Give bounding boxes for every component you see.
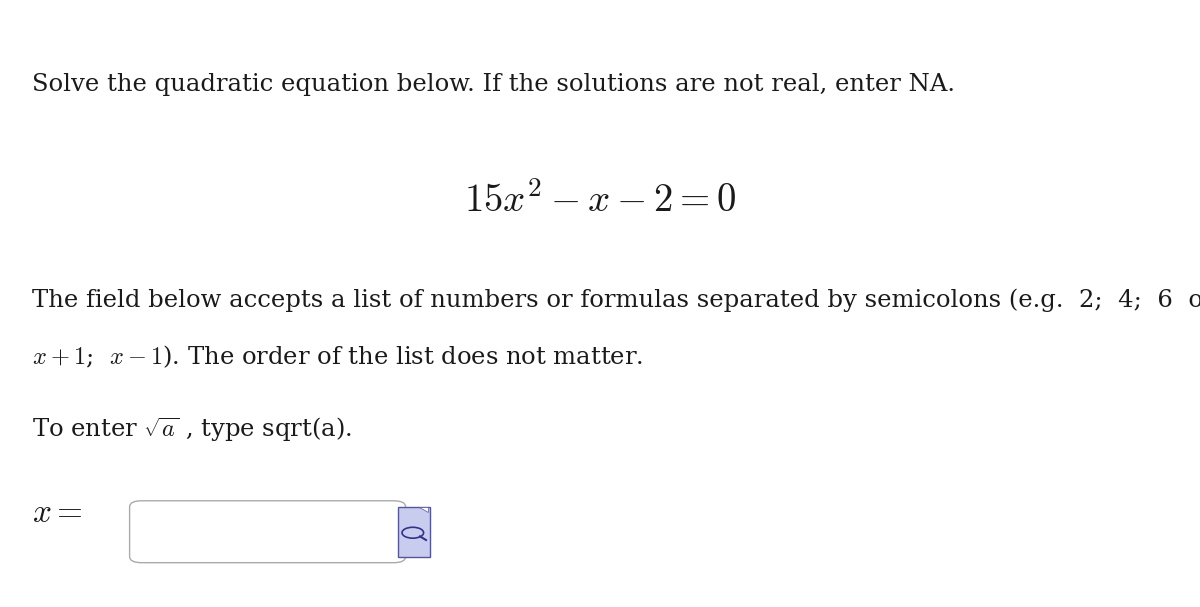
Text: Solve the quadratic equation below. If the solutions are not real, enter NA.: Solve the quadratic equation below. If t… bbox=[32, 73, 955, 96]
Text: The field below accepts a list of numbers or formulas separated by semicolons (e: The field below accepts a list of number… bbox=[32, 288, 1200, 312]
Text: $x + 1$;  $x - 1$). The order of the list does not matter.: $x + 1$; $x - 1$). The order of the list… bbox=[32, 343, 643, 370]
Text: $15x^2 - x - 2 = 0$: $15x^2 - x - 2 = 0$ bbox=[463, 182, 737, 220]
Polygon shape bbox=[419, 507, 428, 512]
Text: To enter $\sqrt{a}$ , type sqrt(a).: To enter $\sqrt{a}$ , type sqrt(a). bbox=[32, 416, 353, 444]
Text: $x =$: $x =$ bbox=[32, 497, 83, 529]
FancyBboxPatch shape bbox=[130, 501, 406, 563]
FancyBboxPatch shape bbox=[398, 507, 430, 557]
